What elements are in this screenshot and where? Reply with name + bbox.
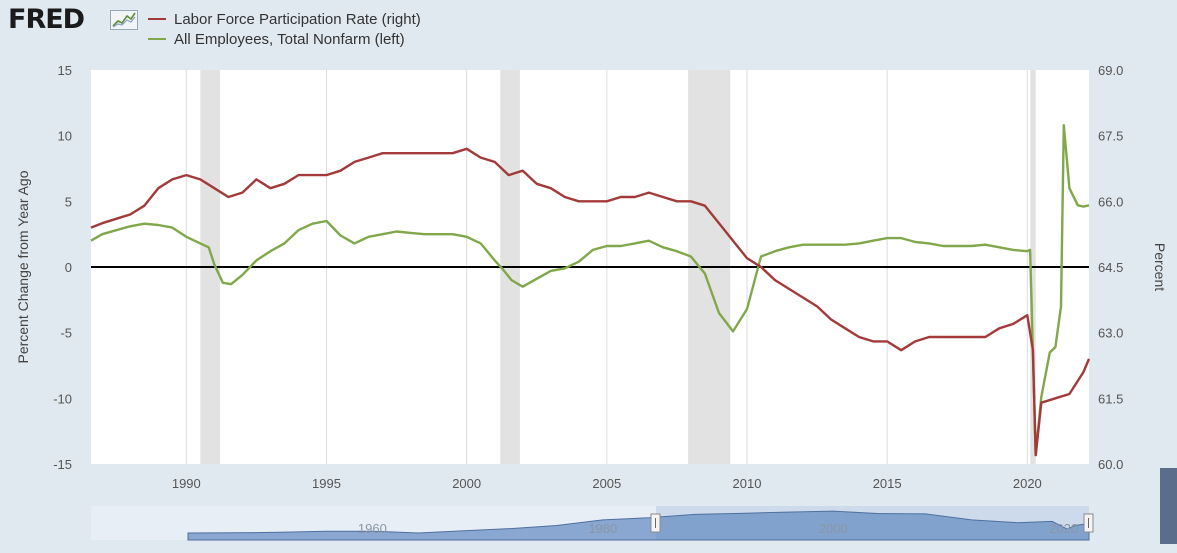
x-tick-label: 2010 — [733, 476, 762, 491]
y-right-tick-label: 69.0 — [1098, 63, 1123, 78]
series-line-lfpr — [90, 147, 1091, 457]
navigator-tick-label: 2020 — [1049, 521, 1078, 536]
y-right-tick-label: 61.5 — [1098, 391, 1123, 406]
legend-swatch-nonfarm — [148, 38, 166, 40]
fred-chart-icon — [110, 10, 138, 30]
legend-label-lfpr: Labor Force Participation Rate (right) — [174, 10, 421, 28]
navigator-tick-label: 1980 — [588, 521, 617, 536]
x-tick-label: 1990 — [172, 476, 201, 491]
y-right-tick-label: 67.5 — [1098, 129, 1123, 144]
y-right-tick-label: 60.0 — [1098, 457, 1123, 472]
fred-logo[interactable]: FRED — [8, 4, 85, 35]
y-left-tick-label: -15 — [53, 457, 72, 472]
y-axis-right-label: Percent — [1152, 243, 1168, 291]
y-axis-left-ticks: 15 10 5 0 -5 -10 -15 — [53, 63, 72, 472]
navigator-area — [187, 510, 1090, 541]
y-left-tick-label: 0 — [65, 260, 72, 275]
x-tick-label: 2015 — [873, 476, 902, 491]
navigator-ticks: 1960 1980 2000 2020 — [358, 521, 1078, 536]
legend-swatch-lfpr — [148, 18, 166, 20]
x-tick-label: 2000 — [452, 476, 481, 491]
y-right-tick-label: 64.5 — [1098, 260, 1123, 275]
navigator-tick-label: 1960 — [358, 521, 387, 536]
y-right-tick-label: 66.0 — [1098, 194, 1123, 209]
y-right-tick-label: 63.0 — [1098, 326, 1123, 341]
x-tick-label: 2020 — [1013, 476, 1042, 491]
x-tick-label: 1995 — [312, 476, 341, 491]
chart-legend: Labor Force Participation Rate (right) A… — [148, 9, 421, 49]
legend-item-nonfarm[interactable]: All Employees, Total Nonfarm (left) — [148, 29, 421, 49]
series-layer — [90, 123, 1091, 457]
navigator-tick-label: 2000 — [819, 521, 848, 536]
y-left-tick-label: -5 — [60, 326, 72, 341]
x-tick-label: 2005 — [592, 476, 621, 491]
y-left-tick-label: 10 — [58, 129, 72, 144]
range-navigator[interactable]: 1960 1980 2000 2020 — [91, 506, 1094, 541]
series-line-nonfarm — [90, 123, 1090, 456]
y-axis-right-ticks: 69.0 67.5 66.0 64.5 63.0 61.5 60.0 — [1098, 63, 1123, 472]
legend-item-lfpr[interactable]: Labor Force Participation Rate (right) — [148, 9, 421, 29]
side-panel-tab[interactable] — [1160, 468, 1177, 544]
legend-label-nonfarm: All Employees, Total Nonfarm (left) — [174, 30, 405, 48]
y-axis-left-label: Percent Change from Year Ago — [15, 170, 31, 363]
y-left-tick-label: -10 — [53, 391, 72, 406]
x-axis-ticks: 1990 1995 2000 2005 2010 2015 2020 — [172, 476, 1042, 491]
y-left-tick-label: 15 — [58, 63, 72, 78]
y-left-tick-label: 5 — [65, 194, 72, 209]
